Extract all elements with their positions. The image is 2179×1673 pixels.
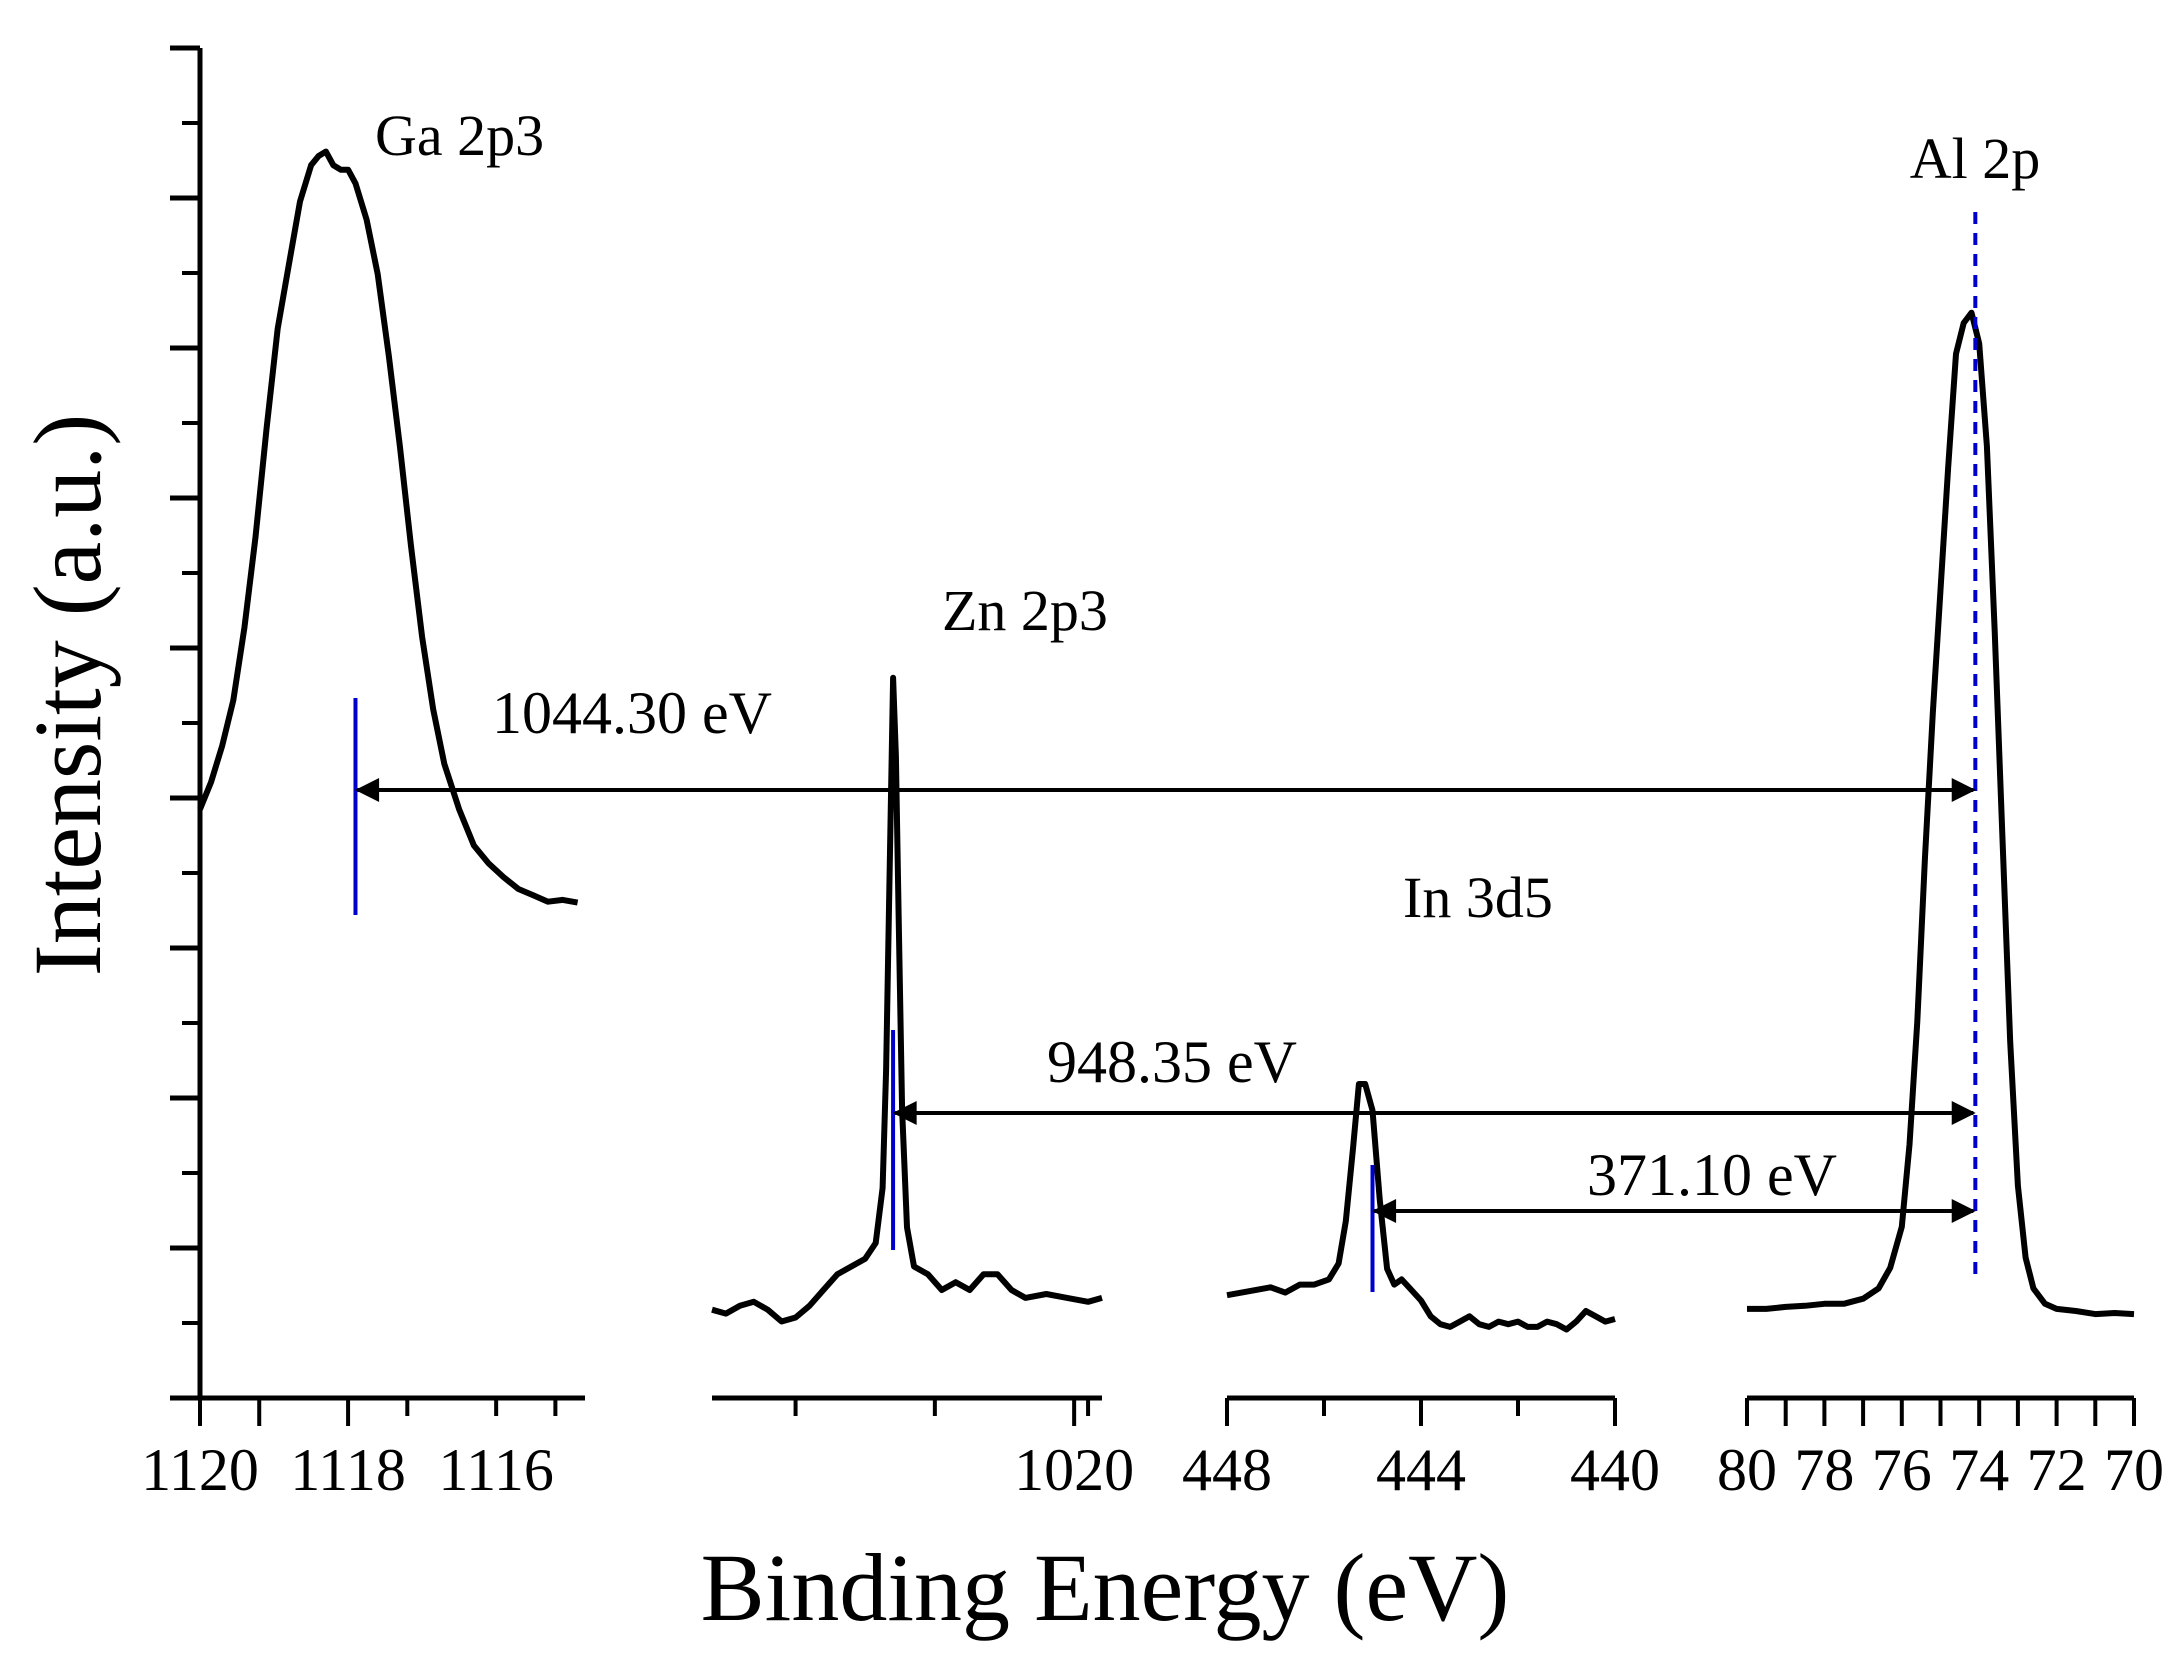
energy-difference-label: 948.35 eV (1047, 1029, 1297, 1095)
peak-label: Zn 2p3 (942, 578, 1108, 643)
x-tick-label: 1020 (1014, 1437, 1134, 1503)
x-tick-label: 70 (2104, 1437, 2164, 1503)
spectrum-line-al-2p (1747, 309, 2135, 1318)
curves (197, 148, 2135, 1333)
x-tick-label: 72 (2027, 1437, 2087, 1503)
x-tick-label: 440 (1570, 1437, 1660, 1503)
x-tick-label: 444 (1376, 1437, 1466, 1503)
peak-label: In 3d5 (1403, 865, 1553, 930)
axes (170, 45, 2136, 1426)
energy-difference-label: 371.10 eV (1587, 1142, 1837, 1208)
spectrum-line-in-3d5 (1226, 1081, 1616, 1333)
reference-lines (353, 212, 1978, 1292)
energy-difference-label: 1044.30 eV (492, 680, 772, 746)
x-tick-label: 76 (1872, 1437, 1932, 1503)
x-tick-label: 1116 (438, 1437, 554, 1503)
energy-difference-arrows (355, 778, 1976, 1223)
peak-label: Ga 2p3 (375, 103, 544, 168)
peak-label: Al 2p (1910, 126, 2041, 191)
x-tick-label: 80 (1717, 1437, 1777, 1503)
spectrum-line-ga-2p3 (197, 148, 579, 906)
labels: 1120 1118 1116 Ga 2p3 1020 Zn 2p3 448 444 440 In … (141, 103, 2164, 1503)
x-axis-title: Binding Energy (eV) (701, 1534, 1510, 1641)
x-tick-label: 448 (1182, 1437, 1272, 1503)
spectrum-line-zn-2p3 (711, 674, 1103, 1325)
x-tick-label: 78 (1794, 1437, 1854, 1503)
y-axis-title: Intensity (a.u.) (14, 414, 121, 977)
x-tick-label: 74 (1949, 1437, 2009, 1503)
x-tick-label: 1120 (141, 1437, 259, 1503)
x-tick-label: 1118 (290, 1437, 406, 1503)
